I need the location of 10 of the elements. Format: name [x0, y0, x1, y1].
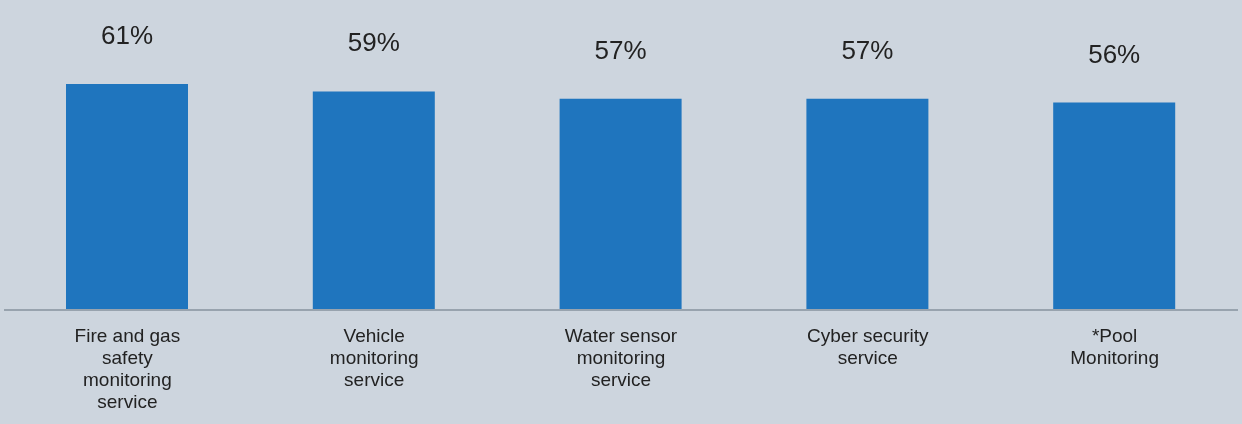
x-tick-label: *Pool Monitoring [1070, 325, 1159, 368]
x-tick-label: Cyber security service [807, 325, 930, 368]
x-tick-label: Vehicle monitoring service [329, 325, 419, 390]
x-tick-label: Fire and gas safety monitoring service [74, 325, 181, 412]
x-tick-label: Water sensor monitoring service [564, 325, 678, 390]
data-label: 59% [347, 27, 400, 58]
data-label: 57% [594, 34, 647, 65]
data-label: 61% [100, 20, 154, 50]
data-label: 57% [841, 34, 894, 65]
data-label: 56% [1088, 38, 1141, 69]
